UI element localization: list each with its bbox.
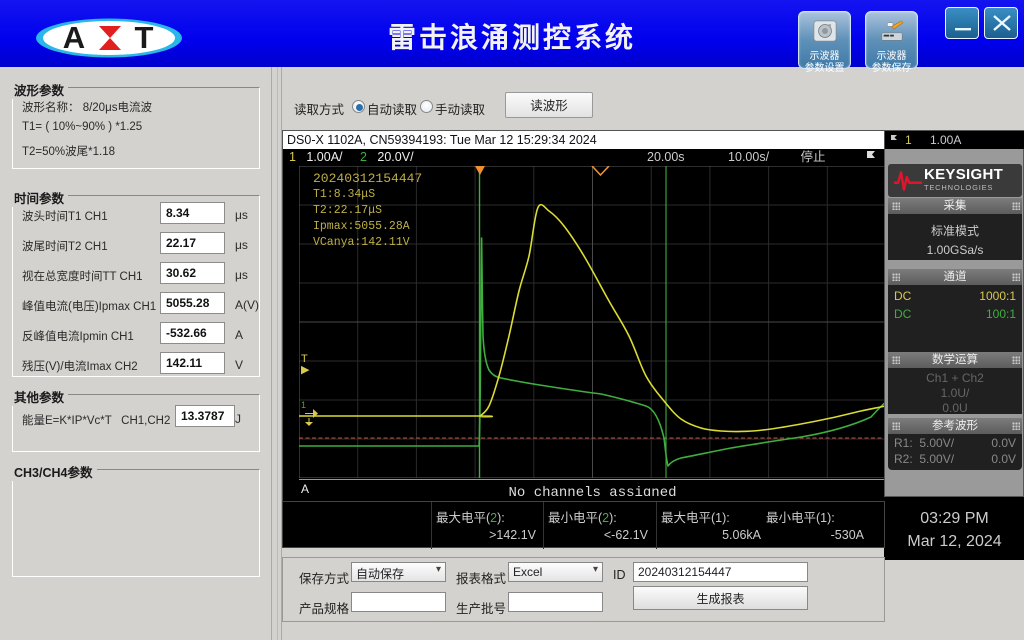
svg-text:1: 1 xyxy=(301,400,306,410)
